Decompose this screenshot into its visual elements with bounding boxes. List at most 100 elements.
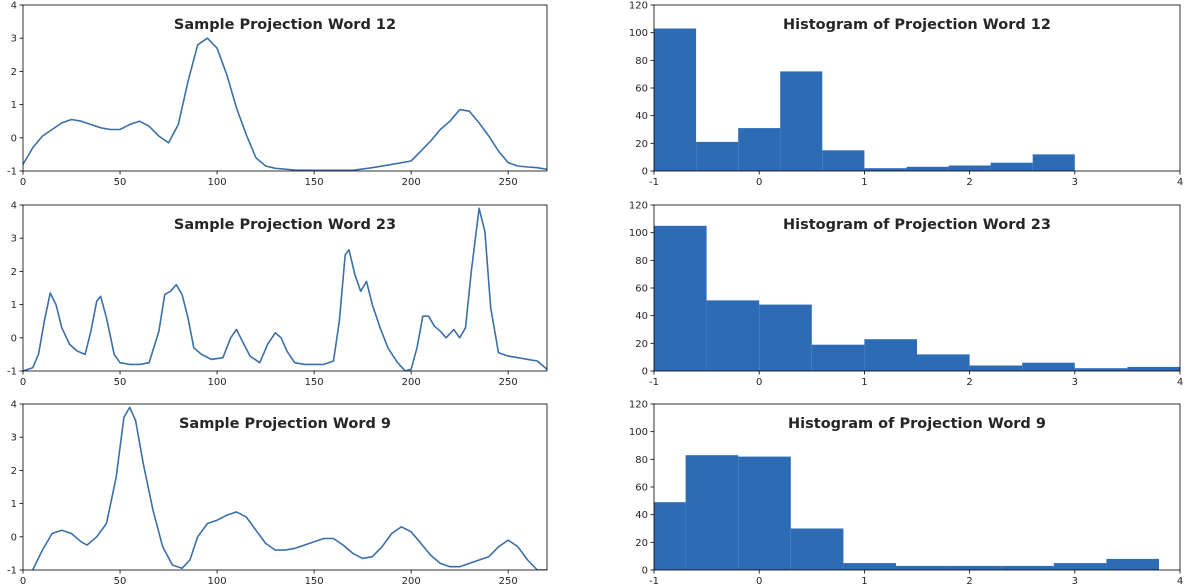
x-tick-label: 200: [402, 377, 421, 388]
histogram-bar: [654, 28, 697, 171]
y-tick-label: 1: [11, 100, 17, 111]
histogram-bar: [696, 141, 739, 171]
y-tick-label: 3: [11, 234, 17, 245]
x-tick-label: 2: [966, 576, 972, 586]
x-tick-label: 2: [966, 377, 972, 388]
y-tick-label: 20: [635, 139, 648, 150]
y-tick-label: 0: [11, 532, 17, 543]
plot-area: [654, 455, 1159, 570]
histogram-bar: [1074, 368, 1128, 371]
histogram-bar: [1032, 154, 1075, 171]
x-tick-label: -1: [649, 177, 659, 188]
axes-frame: [22, 403, 548, 571]
histogram-bar: [811, 344, 865, 371]
x-tick-label: 1: [861, 177, 867, 188]
x-tick-label: 0: [756, 377, 762, 388]
x-tick-label: 50: [114, 177, 127, 188]
y-tick-label: -1: [7, 167, 17, 178]
x-tick-label: 0: [20, 377, 26, 388]
y-tick-label: -1: [7, 566, 17, 577]
chart-title: Histogram of Projection Word 12: [783, 17, 1051, 33]
x-tick-label: -1: [649, 377, 659, 388]
series-line: [31, 406, 547, 570]
y-tick-label: 60: [635, 84, 648, 95]
y-tick-label: 40: [635, 510, 648, 521]
histogram-bar: [822, 150, 865, 171]
x-tick-label: 2: [966, 177, 972, 188]
histogram-bar: [654, 502, 686, 570]
histogram-bar: [738, 128, 781, 171]
series-line: [23, 207, 547, 371]
y-tick-label: 100: [629, 427, 648, 438]
histogram-bar: [1053, 563, 1107, 570]
histogram-bar: [906, 166, 949, 171]
y-tick-label: 20: [635, 538, 648, 549]
y-tick-label: 120: [629, 201, 648, 212]
x-tick-label: 0: [20, 576, 26, 586]
y-tick-label: 80: [635, 56, 648, 67]
y-tick-label: 80: [635, 455, 648, 466]
histogram-bar: [1022, 362, 1075, 371]
x-tick-label: 100: [208, 576, 227, 586]
series-line: [23, 37, 547, 171]
y-tick-label: 100: [629, 28, 648, 39]
histogram-bar: [969, 365, 1023, 371]
y-tick-label: 40: [635, 111, 648, 122]
y-tick-label: 1: [11, 300, 17, 311]
histogram-bar: [1001, 565, 1054, 570]
x-tick-label: 0: [756, 177, 762, 188]
y-tick-label: 120: [629, 400, 648, 411]
y-tick-label: -1: [7, 367, 17, 378]
histogram-bar: [706, 300, 760, 371]
y-tick-label: 0: [11, 333, 17, 344]
histogram-bar: [1106, 558, 1159, 570]
histogram-bar: [738, 456, 791, 570]
x-tick-label: 4: [1177, 177, 1183, 188]
x-tick-label: 150: [305, 377, 324, 388]
x-tick-label: 1: [861, 576, 867, 586]
y-tick-label: 0: [642, 566, 648, 577]
histogram-bar: [759, 304, 812, 371]
plot-area: [23, 207, 547, 371]
histogram-bar: [917, 354, 970, 371]
x-tick-label: 50: [114, 576, 127, 586]
histogram-bar: [948, 165, 991, 171]
axes-frame: [22, 4, 548, 172]
y-tick-label: 2: [11, 67, 17, 78]
y-tick-label: 60: [635, 483, 648, 494]
chart-title: Sample Projection Word 9: [179, 416, 391, 432]
y-tick-label: 4: [11, 1, 17, 12]
x-tick-label: -1: [649, 576, 659, 586]
y-tick-label: 40: [635, 311, 648, 322]
histogram-bar: [790, 528, 844, 570]
y-tick-label: 4: [11, 400, 17, 411]
x-tick-label: 1: [861, 377, 867, 388]
x-tick-label: 0: [756, 576, 762, 586]
x-tick-label: 3: [1072, 576, 1078, 586]
histogram-bar: [654, 225, 707, 371]
y-tick-label: 0: [642, 167, 648, 178]
histogram-bar: [948, 565, 1002, 570]
x-tick-label: 250: [499, 576, 518, 586]
y-tick-label: 4: [11, 201, 17, 212]
y-tick-label: 2: [11, 267, 17, 278]
x-tick-label: 150: [305, 177, 324, 188]
y-tick-label: 0: [11, 133, 17, 144]
y-tick-label: 100: [629, 228, 648, 239]
x-tick-label: 250: [499, 177, 518, 188]
y-tick-label: 0: [642, 367, 648, 378]
y-tick-label: 80: [635, 256, 648, 267]
x-tick-label: 150: [305, 576, 324, 586]
histogram-bar: [685, 455, 739, 570]
x-tick-label: 3: [1072, 177, 1078, 188]
y-tick-label: 3: [11, 433, 17, 444]
plot-area: [31, 406, 547, 570]
histogram-bar: [864, 168, 907, 171]
histogram-bar: [843, 563, 896, 570]
y-tick-label: 1: [11, 499, 17, 510]
x-tick-label: 4: [1177, 576, 1183, 586]
